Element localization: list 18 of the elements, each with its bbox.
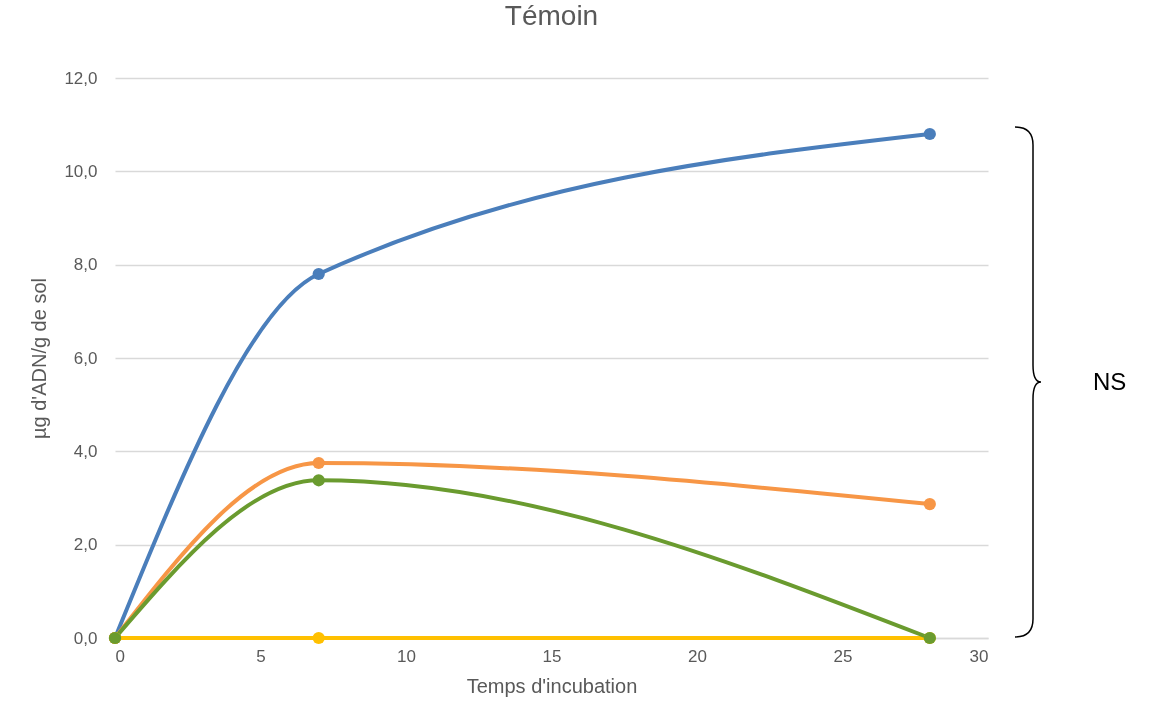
y-tick-label: 4,0 (73, 441, 98, 461)
text: NS (1093, 368, 1127, 396)
x-axis-title: Temps d'incubation (466, 674, 638, 697)
x-tick-label: 5 (256, 646, 266, 666)
x-tick-label: 10 (397, 646, 416, 666)
x-tick-label: 0 (115, 646, 125, 666)
y-tick-label: 8,0 (73, 255, 98, 275)
x-tick-label: 15 (542, 646, 562, 666)
y-tick-label: 12,0 (64, 68, 98, 88)
x-tick-label: 30 (969, 646, 989, 666)
y-tick-label: 10,0 (64, 161, 98, 181)
y-tick-label: 2,0 (73, 535, 98, 555)
y-tick-label: 0,0 (73, 628, 98, 648)
x-tick-label: 20 (688, 646, 707, 666)
chart-title: Témoin (504, 0, 599, 31)
x-tick-label: 25 (833, 646, 853, 666)
y-tick-label: 6,0 (73, 348, 98, 368)
y-axis-title: µg d'ADN/g de sol (28, 278, 51, 439)
